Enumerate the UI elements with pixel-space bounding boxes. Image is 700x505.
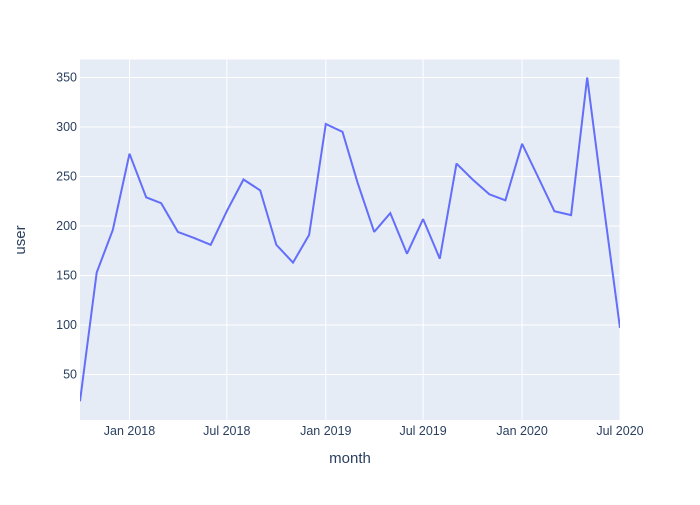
svg-text:Jul 2019: Jul 2019 <box>399 424 446 438</box>
svg-text:Jan 2019: Jan 2019 <box>300 424 351 438</box>
svg-text:200: 200 <box>56 219 77 233</box>
svg-text:100: 100 <box>56 318 77 332</box>
svg-text:Jan 2020: Jan 2020 <box>496 424 547 438</box>
svg-text:250: 250 <box>56 170 77 184</box>
svg-text:Jul 2018: Jul 2018 <box>203 424 250 438</box>
svg-text:350: 350 <box>56 71 77 85</box>
svg-text:month: month <box>329 450 371 467</box>
svg-text:Jul 2020: Jul 2020 <box>596 424 643 438</box>
svg-text:300: 300 <box>56 120 77 134</box>
svg-text:150: 150 <box>56 269 77 283</box>
svg-text:Jan 2018: Jan 2018 <box>104 424 155 438</box>
svg-text:user: user <box>12 225 29 254</box>
svg-text:50: 50 <box>63 368 77 382</box>
